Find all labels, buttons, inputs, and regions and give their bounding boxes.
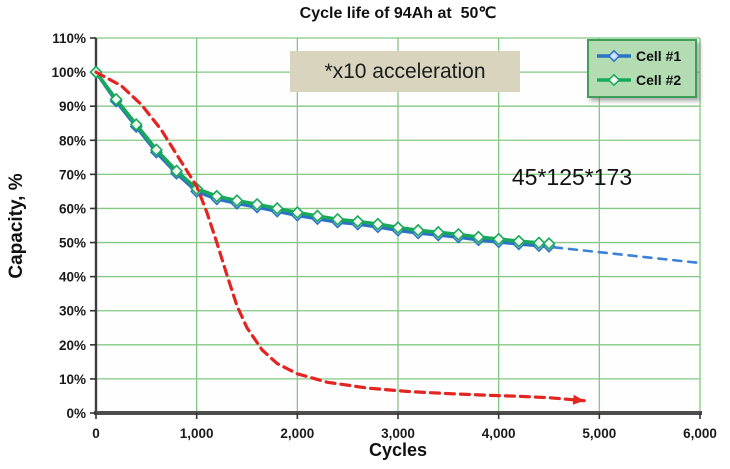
- y-tick-label: 100%: [51, 65, 86, 80]
- data-point-marker: [542, 237, 556, 251]
- data-point-marker: [149, 143, 163, 157]
- x-tick-label: 5,000: [582, 426, 616, 441]
- data-point-marker: [270, 201, 284, 215]
- data-point-marker: [472, 230, 486, 244]
- data-point-marker: [230, 194, 244, 208]
- x-axis-title: Cycles: [368, 440, 428, 460]
- y-tick-label: 30%: [59, 304, 86, 319]
- data-point-marker: [411, 223, 425, 237]
- data-point-marker: [371, 217, 385, 231]
- legend-line-glyph: [607, 73, 621, 87]
- y-tick-label: 60%: [59, 201, 86, 216]
- y-tick-label: 70%: [59, 167, 86, 182]
- legend-label-cell1: Cell #1: [636, 48, 682, 64]
- legend-label-cell2: Cell #2: [636, 72, 682, 88]
- data-point-marker: [310, 209, 324, 223]
- cell1-line-marker-icon: [597, 49, 631, 63]
- series-line-x10-accelerated-test: [94, 70, 586, 403]
- y-axis-title: Capacity, %: [6, 173, 27, 279]
- data-point-marker: [351, 214, 365, 228]
- series-line-cell-1-extrapolation: [552, 246, 702, 265]
- x-tick-label: 2,000: [280, 426, 314, 441]
- data-point-marker: [129, 118, 143, 132]
- arrowhead: [572, 394, 585, 405]
- x-tick-label: 0: [92, 426, 100, 441]
- legend-item-cell1: Cell #1: [589, 44, 695, 68]
- y-tick-label: 0%: [66, 406, 86, 421]
- data-point-marker: [331, 212, 345, 226]
- data-point-marker: [431, 225, 445, 239]
- y-tick-label: 110%: [52, 31, 86, 46]
- acceleration-annotation: *x10 acceleration: [290, 51, 520, 92]
- data-point-marker: [492, 232, 506, 246]
- chart-title: Cycle life of 94Ah at 50℃: [299, 5, 497, 22]
- legend: Cell #1 Cell #2: [587, 39, 697, 98]
- y-tick-label: 90%: [59, 99, 86, 114]
- x-tick-label: 4,000: [482, 426, 516, 441]
- legend-line-glyph: [607, 49, 621, 63]
- x-tick-label: 1,000: [180, 426, 214, 441]
- y-tick-label: 80%: [59, 133, 86, 148]
- y-tick-label: 40%: [59, 270, 86, 285]
- cell-dimensions-annotation: 45*125*173: [511, 164, 633, 190]
- y-tick-label: 50%: [59, 236, 86, 251]
- data-point-marker: [109, 92, 123, 106]
- data-point-marker: [451, 227, 465, 241]
- x-tick-label: 3,000: [381, 426, 415, 441]
- x-tick-label: 6,000: [683, 426, 717, 441]
- legend-item-cell2: Cell #2: [589, 68, 695, 92]
- y-tick-label: 20%: [59, 338, 86, 353]
- y-tick-label: 10%: [59, 372, 86, 387]
- data-point-marker: [290, 206, 304, 220]
- data-point-marker: [250, 197, 264, 211]
- data-point-marker: [210, 189, 224, 203]
- data-point-marker: [532, 236, 546, 250]
- cell2-line-marker-icon: [597, 73, 631, 87]
- data-point-marker: [170, 164, 184, 178]
- data-point-marker: [512, 234, 526, 248]
- data-point-marker: [391, 221, 405, 235]
